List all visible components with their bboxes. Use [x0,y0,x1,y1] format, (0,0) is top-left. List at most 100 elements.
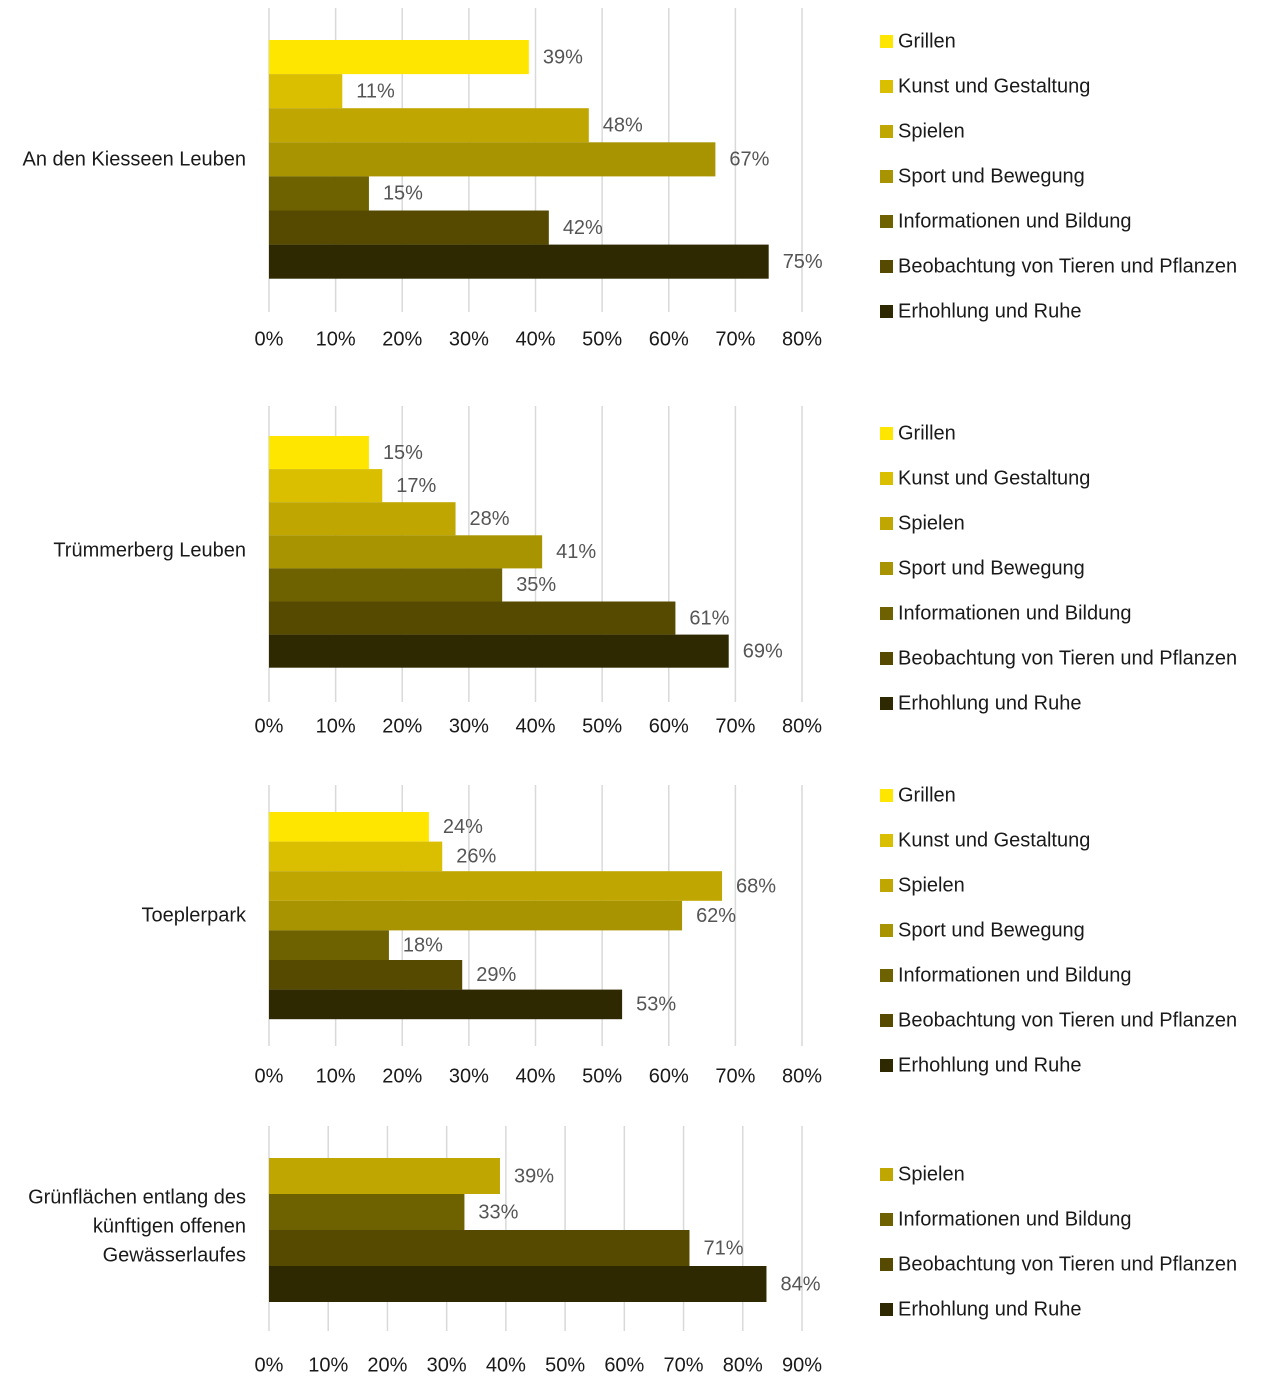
legend-label: Erhohlung und Ruhe [898,1298,1081,1320]
bar [269,244,769,279]
x-tick-label: 0% [255,715,284,737]
data-label: 15% [383,183,423,205]
x-tick-label: 90% [782,1354,822,1376]
legend-swatch [880,427,893,440]
data-label: 41% [556,541,596,563]
legend-swatch [880,170,893,183]
data-label: 39% [514,1165,554,1187]
data-label: 62% [696,905,736,927]
bar [269,601,676,635]
category-label: künftigen offenen [93,1215,246,1237]
legend-swatch [880,789,893,802]
x-tick-label: 70% [664,1354,704,1376]
bar [269,535,543,569]
x-tick-label: 10% [308,1354,348,1376]
legend-swatch [880,1213,893,1226]
bar [269,1266,767,1302]
legend-swatch [880,1014,893,1027]
data-label: 84% [780,1273,820,1295]
category-label: Grünflächen entlang des [28,1186,246,1208]
x-tick-label: 40% [515,1065,555,1087]
x-tick-label: 70% [715,328,755,350]
legend-swatch [880,1168,893,1181]
x-tick-label: 10% [316,328,356,350]
x-tick-label: 10% [316,715,356,737]
legend-label: Informationen und Bildung [898,1208,1132,1230]
bar [269,812,429,842]
legend-swatch [880,969,893,982]
legend-label: Spielen [898,874,965,896]
x-tick-label: 70% [715,1065,755,1087]
data-label: 15% [383,442,423,464]
bar [269,210,549,245]
legend-swatch [880,697,893,710]
legend-label: Grillen [898,422,956,444]
legend-label: Erhohlung und Ruhe [898,1054,1081,1076]
bar [269,930,389,960]
bar [269,502,456,536]
x-tick-label: 70% [715,715,755,737]
legend-swatch [880,562,893,575]
bar [269,1158,500,1194]
legend-swatch [880,517,893,530]
category-label: Trümmerberg Leuben [53,539,246,561]
x-tick-label: 80% [782,1065,822,1087]
data-label: 26% [456,846,496,868]
data-label: 39% [543,46,583,68]
legend-label: Informationen und Bildung [898,964,1132,986]
x-tick-label: 40% [515,328,555,350]
data-label: 71% [703,1237,743,1259]
bar [269,74,343,109]
legend-swatch [880,80,893,93]
data-label: 69% [743,640,783,662]
chart-panel: 0% 10% 20% 30% 40% 50% 60% 70% 80% Toeplerpark 24%… [141,784,1237,1087]
legend-label: Sport und Bewegung [898,557,1085,579]
bar [269,989,623,1020]
data-label: 35% [516,574,556,596]
legend-label: Spielen [898,120,965,142]
x-tick-label: 30% [427,1354,467,1376]
x-tick-label: 20% [382,1065,422,1087]
legend-swatch [880,35,893,48]
legend-label: Kunst und Gestaltung [898,829,1090,851]
data-label: 75% [783,251,823,273]
legend-swatch [880,260,893,273]
x-tick-label: 0% [255,1354,284,1376]
legend-swatch [880,924,893,937]
chart-panel: 0% 10% 20% 30% 40% 50% 60% 70% 80% Trümmerberg Le… [53,406,1237,737]
data-label: 29% [476,964,516,986]
x-tick-label: 30% [449,715,489,737]
x-tick-label: 80% [723,1354,763,1376]
bar [269,469,383,503]
bar [269,108,589,143]
chart-panel: 0% 10% 20% 30% 40% 50% 60% 70% 80% 90% Grünflächen… [28,1126,1237,1376]
legend-label: Beobachtung von Tieren und Pflanzen [898,647,1237,669]
data-label: 61% [689,607,729,629]
x-tick-label: 50% [582,715,622,737]
x-tick-label: 60% [604,1354,644,1376]
legend-swatch [880,215,893,228]
legend-label: Sport und Bewegung [898,165,1085,187]
bar [269,436,369,470]
category-label: Toeplerpark [141,904,247,926]
bar [269,1194,465,1230]
bar [269,634,729,668]
legend-label: Informationen und Bildung [898,602,1132,624]
data-label: 24% [443,816,483,838]
data-label: 28% [470,508,510,530]
data-label: 42% [563,217,603,239]
legend-label: Beobachtung von Tieren und Pflanzen [898,255,1237,277]
legend-label: Beobachtung von Tieren und Pflanzen [898,1253,1237,1275]
bar [269,142,716,177]
legend-label: Erhohlung und Ruhe [898,300,1081,322]
x-tick-label: 20% [382,715,422,737]
data-label: 53% [636,994,676,1016]
data-label: 18% [403,934,443,956]
bar [269,841,443,872]
legend-label: Kunst und Gestaltung [898,75,1090,97]
x-tick-label: 40% [486,1354,526,1376]
legend-label: Grillen [898,784,956,806]
data-label: 11% [356,80,395,102]
bar [269,176,369,211]
legend-swatch [880,1059,893,1072]
